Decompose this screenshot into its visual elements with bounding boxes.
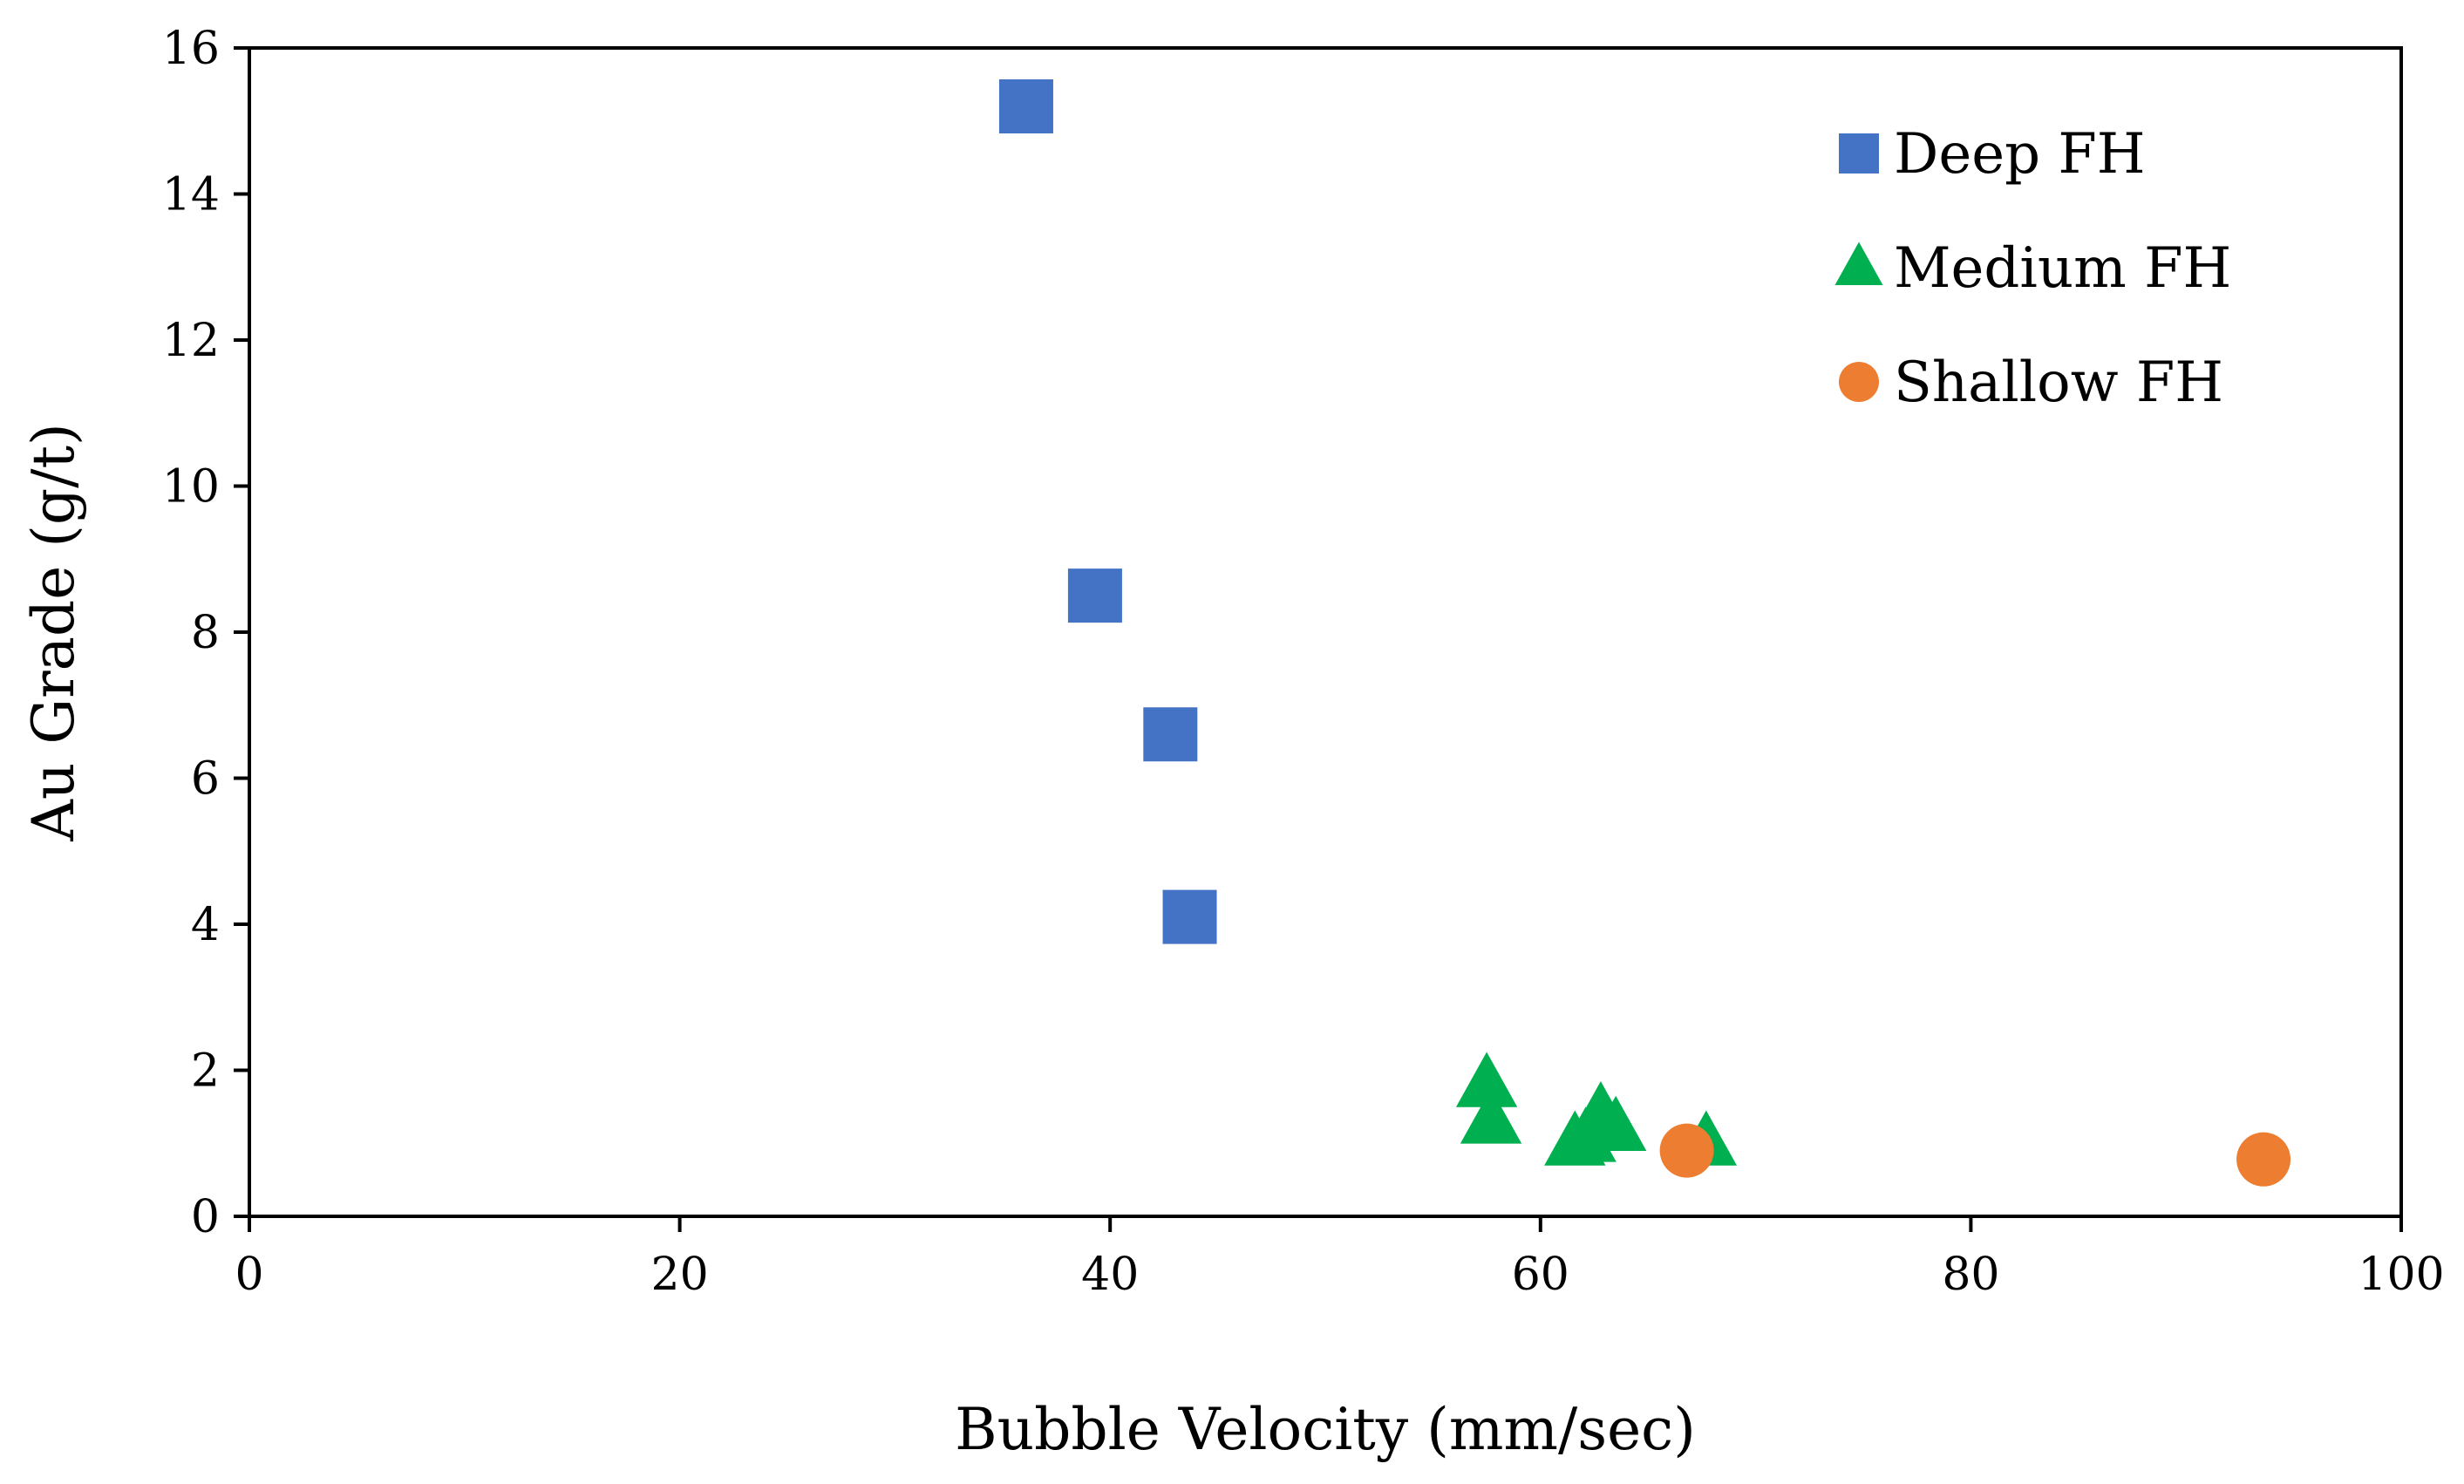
x-tick-label: 0 (235, 1249, 263, 1301)
y-tick-label: 6 (191, 753, 220, 806)
y-tick-label: 8 (191, 607, 220, 659)
x-axis: 0 20 40 60 80 100 (235, 1216, 2445, 1301)
data-point-deep-fh (1162, 889, 1217, 944)
legend-marker-shallow-fh (1839, 362, 1879, 402)
data-point-deep-fh (1143, 707, 1198, 762)
y-tick-label: 4 (191, 899, 220, 951)
plot-border (248, 46, 2403, 1218)
plot-area (248, 46, 2403, 1218)
data-point-shallow-fh (1659, 1123, 1714, 1178)
data-point-shallow-fh (2236, 1132, 2291, 1187)
y-tick-label: 16 (162, 23, 220, 75)
x-tick-label: 60 (1512, 1249, 1569, 1301)
data-points (998, 79, 2291, 1187)
legend-label-deep-fh: Deep FH (1894, 122, 2146, 187)
data-point-medium-fh (1584, 1095, 1647, 1152)
y-axis-title: Au Grade (g/t) (20, 423, 87, 842)
legend-marker-deep-fh (1839, 133, 1879, 174)
x-tick-label: 40 (1081, 1249, 1139, 1301)
y-tick-label: 2 (191, 1045, 220, 1098)
x-axis-title: Bubble Velocity (mm/sec) (955, 1396, 1696, 1463)
legend-marker-medium-fh (1834, 242, 1883, 285)
legend: Deep FH Medium FH Shallow FH (1834, 122, 2231, 415)
y-tick-label: 14 (162, 169, 220, 221)
y-axis: 0 2 4 6 8 10 12 14 16 (162, 23, 249, 1243)
data-point-deep-fh (998, 79, 1053, 133)
data-point-medium-fh (1460, 1088, 1522, 1144)
legend-label-medium-fh: Medium FH (1894, 236, 2231, 301)
y-tick-label: 10 (162, 461, 220, 514)
x-tick-label: 80 (1942, 1249, 1999, 1301)
data-point-deep-fh (1067, 568, 1122, 623)
x-tick-label: 100 (2358, 1249, 2444, 1301)
y-tick-label: 0 (191, 1191, 220, 1243)
x-tick-label: 20 (651, 1249, 709, 1301)
y-tick-label: 12 (162, 315, 220, 367)
data-point-medium-fh (1455, 1052, 1518, 1107)
legend-label-shallow-fh: Shallow FH (1894, 351, 2223, 415)
